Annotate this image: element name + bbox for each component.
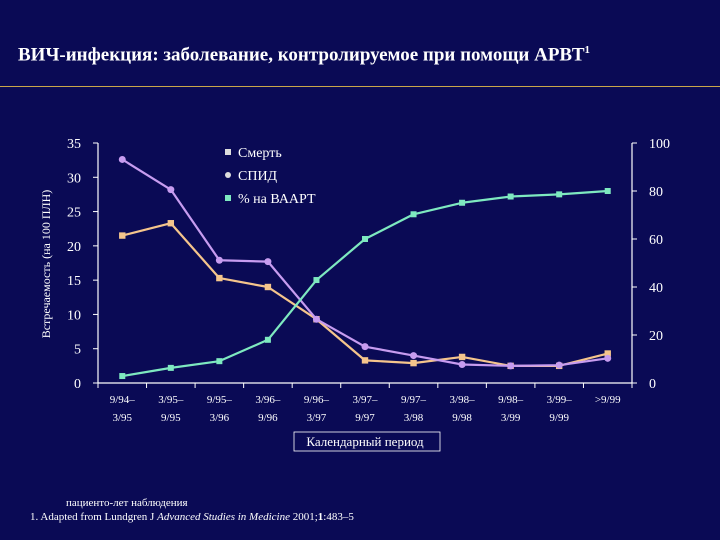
- series-2-point-9: [556, 191, 563, 198]
- series-2-point-1: [167, 364, 174, 371]
- y-left-tick-label-0: 0: [74, 377, 81, 392]
- y-left-tick-label-7: 35: [67, 137, 81, 152]
- series-1-point-5: [361, 343, 369, 351]
- slide-title: ВИЧ-инфекция: заболевание, контролируемо…: [18, 44, 718, 66]
- x-tick-label-8-0: 9/98–: [498, 394, 524, 406]
- slide-title-superscript: 1: [584, 44, 591, 56]
- title-divider: [0, 86, 720, 87]
- x-tick-label-5-0: 3/97–: [352, 394, 378, 406]
- series-1-point-1: [167, 186, 175, 194]
- y-axis-left-label: Встречаемость (на 100 ПЛН): [39, 190, 53, 339]
- series-1-point-0: [118, 155, 126, 163]
- x-tick-label-0-1: 3/95: [112, 412, 132, 424]
- x-tick-label-4-1: 3/97: [307, 412, 327, 424]
- series-0-point-5: [361, 357, 369, 364]
- legend-marker-0: [225, 149, 231, 155]
- series-2-point-5: [362, 236, 368, 242]
- series-2-point-2: [216, 358, 223, 365]
- series-1-point-4: [312, 315, 320, 323]
- x-axis-label: Календарный период: [306, 434, 424, 449]
- x-tick-label-0-0: 9/94–: [110, 394, 136, 406]
- y-right-tick-label-4: 80: [649, 185, 663, 200]
- y-left-tick-label-5: 25: [67, 206, 81, 221]
- legend-marker-1: [225, 172, 231, 178]
- y-right-tick-label-3: 60: [649, 233, 663, 248]
- x-tick-label-3-1: 9/96: [258, 412, 278, 424]
- x-tick-label-6-1: 3/98: [404, 412, 424, 424]
- x-tick-label-7-0: 3/98–: [450, 394, 476, 406]
- y-left-tick-label-2: 10: [67, 308, 81, 323]
- series-0-point-6: [410, 359, 417, 367]
- legend-label-0: Смерть: [238, 146, 282, 161]
- footnote-ref-prefix: 1. Adapted from Lundgren J: [30, 511, 158, 523]
- footnote-ref-volume: 1: [317, 511, 324, 523]
- series-1-point-3: [264, 258, 272, 266]
- x-tick-label-2-0: 9/95–: [207, 394, 233, 406]
- y-right-tick-label-1: 20: [649, 329, 663, 344]
- x-tick-label-7-1: 9/98: [452, 412, 472, 424]
- series-2-point-0: [119, 373, 126, 380]
- footnote-ref-journal: Advanced Studies in Medicine: [157, 511, 290, 523]
- y-right-tick-label-5: 100: [649, 137, 670, 152]
- series-1-point-9: [555, 361, 563, 369]
- y-right-tick-label-2: 40: [649, 281, 663, 296]
- legend-label-2: % на ВААРТ: [238, 192, 316, 207]
- series-1-point-8: [507, 362, 515, 370]
- slide-title-text: ВИЧ-инфекция: заболевание, контролируемо…: [18, 44, 585, 66]
- series-2-point-10: [604, 188, 611, 194]
- x-axis-label-box: [293, 431, 441, 452]
- series-2-point-8: [507, 193, 514, 200]
- series-0-point-2: [216, 274, 223, 282]
- legend-label-1: СПИД: [238, 169, 278, 184]
- x-tick-label-8-1: 3/99: [501, 412, 521, 424]
- y-right-tick-label-0: 0: [649, 377, 656, 392]
- y-left-tick-label-1: 5: [74, 343, 81, 358]
- footnote: пациенто-лет наблюдения 1. Adapted from …: [30, 496, 430, 524]
- y-left-tick-label-4: 20: [67, 240, 81, 255]
- y-left-tick-label-3: 15: [67, 274, 81, 289]
- footnote-units: пациенто-лет наблюдения: [66, 497, 188, 509]
- x-tick-label-6-0: 9/97–: [401, 394, 427, 406]
- x-tick-label-4-0: 9/96–: [304, 394, 330, 406]
- series-0-point-7: [458, 353, 466, 361]
- footnote-ref-pages: :483–5: [323, 511, 354, 523]
- series-1-point-6: [410, 352, 418, 360]
- footnote-reference: 1. Adapted from Lundgren J Advanced Stud…: [30, 510, 430, 524]
- series-line-1: [121, 158, 608, 367]
- legend-marker-2: [225, 195, 231, 201]
- x-tick-label-9-1: 9/99: [549, 412, 569, 424]
- x-tick-label-10-0: >9/99: [595, 394, 621, 406]
- series-2-point-7: [459, 199, 466, 206]
- x-tick-label-1-1: 9/95: [161, 412, 181, 424]
- series-2-point-6: [410, 211, 417, 218]
- x-tick-label-5-1: 9/97: [355, 412, 375, 424]
- footnote-ref-year: 2001;: [289, 511, 318, 523]
- series-0-point-3: [264, 283, 272, 291]
- series-0-point-1: [167, 220, 175, 227]
- series-0-point-0: [119, 232, 126, 239]
- y-left-tick-label-6: 30: [67, 171, 81, 186]
- series-0-point-10: [604, 350, 611, 357]
- x-tick-label-3-0: 3/96–: [255, 394, 281, 406]
- series-1-point-2: [215, 256, 223, 264]
- series-1-point-10: [604, 354, 612, 362]
- series-2-point-4: [313, 277, 320, 284]
- legend-background: [238, 142, 286, 212]
- series-1-point-7: [458, 360, 466, 368]
- x-tick-label-1-0: 3/95–: [158, 394, 184, 406]
- x-tick-label-9-0: 3/99–: [547, 394, 573, 406]
- x-tick-label-2-1: 3/96: [210, 412, 230, 424]
- series-2-point-3: [264, 336, 271, 343]
